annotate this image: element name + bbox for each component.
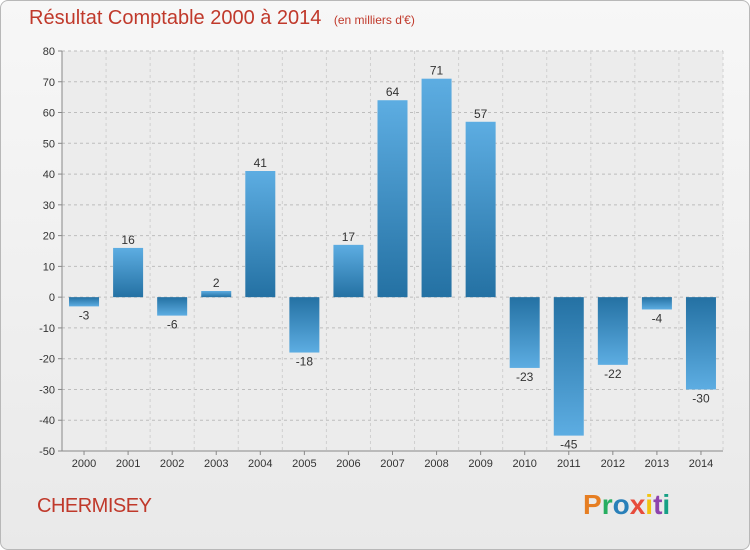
logo-letter: P xyxy=(583,489,602,520)
chart-subtitle: (en milliers d'€) xyxy=(333,13,415,27)
bar-2010 xyxy=(509,297,540,368)
x-tick-label: 2005 xyxy=(292,458,316,470)
data-label: -18 xyxy=(296,355,314,369)
data-label: 2 xyxy=(213,276,220,290)
y-tick-label: -20 xyxy=(39,354,55,366)
x-tick-label: 2008 xyxy=(424,458,448,470)
bar-2006 xyxy=(333,244,364,298)
y-tick-label: 10 xyxy=(43,261,55,273)
bar-2000 xyxy=(69,297,100,307)
bar-2004 xyxy=(245,171,276,298)
bar-2005 xyxy=(289,297,320,353)
data-label: -3 xyxy=(79,308,90,322)
y-tick-label: 70 xyxy=(43,77,55,89)
y-tick-label: -50 xyxy=(39,446,55,458)
y-tick-label: -40 xyxy=(39,415,55,427)
place-name: CHERMISEY xyxy=(37,495,152,517)
data-label: -4 xyxy=(652,311,663,325)
x-tick-label: 2009 xyxy=(468,458,492,470)
y-tick-label: 0 xyxy=(49,292,55,304)
x-tick-label: 2001 xyxy=(116,458,140,470)
bar-2008 xyxy=(421,78,452,298)
logo-letter: o xyxy=(612,489,630,520)
logo-letter: x xyxy=(629,489,646,520)
data-labels: -3 16 -6 2 41 -18 17 64 71 57 -23 -45 -22 -4 -30 xyxy=(79,64,710,452)
y-tick-label: 30 xyxy=(43,200,55,212)
y-tick-label: -10 xyxy=(39,323,55,335)
data-label: -23 xyxy=(516,370,534,384)
y-tick-label: 80 xyxy=(43,46,55,58)
bars xyxy=(69,78,716,436)
y-tick-label: 40 xyxy=(43,169,55,181)
bar-2002 xyxy=(157,297,188,316)
bar-2003 xyxy=(201,291,232,298)
x-tick-label: 2011 xyxy=(557,458,581,470)
y-tick-label: 20 xyxy=(43,231,55,243)
x-tick-label: 2002 xyxy=(160,458,184,470)
chart-title: Résultat Comptable 2000 à 2014 xyxy=(29,7,322,29)
x-tick-label: 2010 xyxy=(512,458,536,470)
bar-2014 xyxy=(685,297,716,390)
data-label: -6 xyxy=(167,318,178,332)
x-tick-label: 2012 xyxy=(601,458,625,470)
data-label: 71 xyxy=(430,64,444,78)
data-label: -22 xyxy=(604,367,622,381)
x-tick-label: 2014 xyxy=(689,458,713,470)
data-label: 16 xyxy=(121,233,135,247)
bar-2007 xyxy=(377,100,408,298)
axes: -50 -40 -30 -20 -10 0 10 20 30 40 50 60 70 80 2000 2001… xyxy=(39,46,723,470)
data-label: 41 xyxy=(254,156,268,170)
y-tick-label: 60 xyxy=(43,108,55,120)
y-tick-label: 50 xyxy=(43,138,55,150)
data-label: 57 xyxy=(474,107,488,121)
x-tick-label: 2000 xyxy=(72,458,96,470)
logo-letter: i xyxy=(645,489,654,520)
logo-letter: r xyxy=(601,489,613,520)
x-tick-label: 2003 xyxy=(204,458,228,470)
logo-letter: t xyxy=(653,489,663,520)
x-tick-label: 2007 xyxy=(380,458,404,470)
data-label: -45 xyxy=(560,438,578,452)
proxiti-logo[interactable]: Proxiti xyxy=(583,489,670,521)
bar-2009 xyxy=(465,121,496,298)
x-tick-label: 2013 xyxy=(645,458,669,470)
bar-2001 xyxy=(113,247,144,298)
bar-2011 xyxy=(553,297,584,436)
bar-2012 xyxy=(597,297,628,365)
bar-2013 xyxy=(641,297,672,310)
data-label: 17 xyxy=(342,230,356,244)
x-tick-label: 2006 xyxy=(336,458,360,470)
y-tick-label: -30 xyxy=(39,384,55,396)
logo-letter: i xyxy=(662,489,671,520)
x-tick-label: 2004 xyxy=(248,458,272,470)
chart-header: Résultat Comptable 2000 à 2014 (en milli… xyxy=(29,7,415,30)
data-label: 64 xyxy=(386,85,400,99)
data-label: -30 xyxy=(692,391,710,405)
